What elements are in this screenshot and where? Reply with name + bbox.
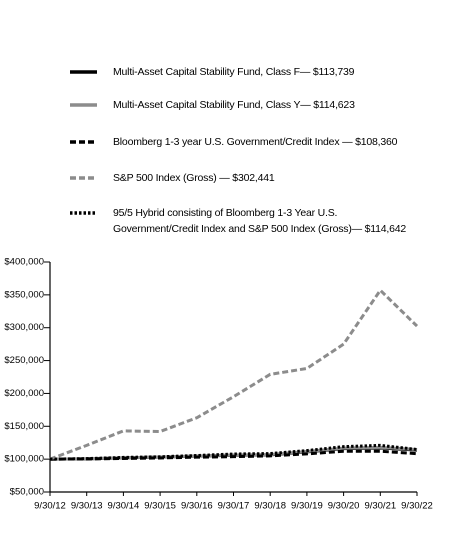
y-tick-label: $300,000: [4, 322, 44, 333]
legend-label: S&P 500 Index (Gross) — $302,441: [113, 172, 275, 184]
y-tick-label: $200,000: [4, 388, 44, 399]
legend-label: Bloomberg 1-3 year U.S. Government/Credi…: [113, 136, 398, 148]
x-tick-label: 9/30/14: [108, 501, 140, 512]
x-tick-label: 9/30/22: [401, 501, 433, 512]
x-tick-label: 9/30/12: [34, 501, 66, 512]
x-tick-label: 9/30/19: [291, 501, 323, 512]
y-tick-label: $350,000: [4, 289, 44, 300]
x-tick-label: 9/30/20: [328, 501, 360, 512]
legend-label: 95/5 Hybrid consisting of Bloomberg 1-3 …: [113, 207, 407, 235]
series-line: [49, 443, 418, 461]
series-line: [49, 445, 418, 461]
x-tick-label: 9/30/16: [181, 501, 213, 512]
y-tick-label: $150,000: [4, 421, 44, 432]
legend-label: Multi-Asset Capital Stability Fund, Clas…: [113, 99, 355, 111]
x-tick-label: 9/30/15: [144, 501, 176, 512]
y-tick-label: $100,000: [4, 454, 44, 465]
y-tick-label: $250,000: [4, 355, 44, 366]
series-line: [49, 287, 419, 461]
y-tick-label: $50,000: [10, 487, 44, 498]
x-tick-label: 9/30/18: [254, 501, 286, 512]
x-tick-label: 9/30/21: [364, 501, 396, 512]
x-tick-label: 9/30/17: [218, 501, 250, 512]
legend-label: Multi-Asset Capital Stability Fund, Clas…: [113, 66, 355, 78]
x-tick-label: 9/30/13: [71, 501, 103, 512]
series-line: [49, 449, 418, 461]
y-tick-label: $400,000: [4, 257, 44, 268]
